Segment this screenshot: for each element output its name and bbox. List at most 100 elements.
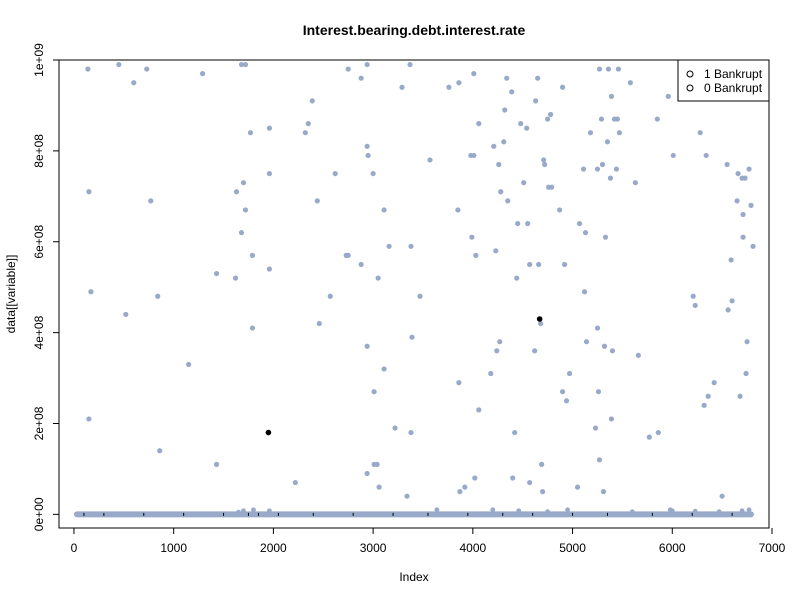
data-point	[607, 175, 614, 181]
data-point	[608, 416, 615, 422]
near-baseline-point	[236, 509, 241, 515]
y-tick-label: 1e+09	[32, 43, 46, 77]
bankrupt-baseline-point	[277, 512, 279, 516]
data-point	[533, 98, 539, 104]
data-point	[608, 93, 615, 99]
data-point	[381, 366, 387, 372]
data-point	[364, 143, 370, 149]
bankrupt-baseline-point	[223, 512, 225, 516]
bankrupt-baseline-point	[247, 512, 249, 516]
data-point	[545, 116, 551, 122]
bankrupt-baseline-point	[691, 512, 693, 516]
data-point	[596, 66, 603, 72]
data-point	[469, 234, 475, 240]
data-point	[615, 66, 622, 72]
bankrupt-baseline-point	[427, 512, 429, 516]
data-point	[750, 243, 756, 249]
data-point	[488, 370, 494, 377]
data-point	[724, 161, 730, 168]
data-point	[505, 198, 511, 204]
data-point	[501, 139, 507, 145]
data-point	[701, 402, 707, 408]
legend-box	[677, 59, 770, 102]
data-point	[247, 130, 254, 136]
bankrupt-baseline-point	[731, 512, 733, 516]
data-point	[635, 352, 641, 358]
data-point	[559, 84, 566, 90]
data-point	[148, 198, 154, 204]
data-point	[601, 343, 608, 349]
data-point	[358, 261, 364, 268]
data-point	[711, 380, 717, 386]
data-point	[365, 152, 371, 159]
data-point	[471, 71, 477, 77]
y-tick-label: 2e+08	[32, 406, 46, 440]
data-point	[719, 493, 725, 499]
data-point	[549, 184, 555, 190]
data-point	[605, 66, 612, 72]
legend-symbol-1	[686, 70, 694, 78]
data-point	[614, 116, 621, 122]
near-baseline-point	[267, 508, 272, 514]
data-point	[462, 484, 468, 490]
data-point	[399, 84, 405, 90]
bankrupt-baseline-point	[606, 512, 608, 516]
data-point	[514, 275, 520, 281]
y-axis: 0e+00 2e+08 4e+08 6e+08 8e+08 1e+09	[32, 43, 59, 531]
data-point	[548, 111, 554, 118]
data-point	[381, 207, 387, 213]
data-point	[456, 80, 462, 86]
bankrupt-baseline-point	[651, 512, 653, 516]
x-tick-label: 7000	[759, 541, 786, 555]
data-point	[654, 116, 660, 122]
data-point	[541, 157, 547, 163]
data-point	[392, 425, 398, 431]
data-point	[491, 143, 497, 149]
x-axis-label: Index	[399, 570, 428, 584]
data-point	[581, 289, 588, 295]
data-point	[266, 170, 273, 177]
data-point	[417, 293, 423, 299]
data-point	[742, 175, 748, 181]
legend-label-1: 1 Bankrupt	[704, 67, 763, 81]
near-baseline-point	[692, 508, 698, 514]
data-point	[576, 220, 583, 227]
bankrupt-point	[265, 429, 272, 436]
data-point	[525, 220, 531, 227]
data-point	[266, 266, 273, 272]
data-point	[242, 207, 249, 213]
data-point	[364, 61, 370, 68]
data-point	[249, 252, 256, 258]
data-point	[358, 75, 364, 81]
points-layer	[73, 61, 756, 518]
data-point	[563, 398, 570, 404]
data-point	[725, 307, 731, 313]
x-tick-label: 1000	[160, 541, 187, 555]
data-point	[594, 166, 601, 172]
legend-label-2: 0 Bankrupt	[704, 81, 763, 95]
data-point	[476, 407, 482, 413]
data-point	[131, 80, 137, 86]
data-point	[309, 98, 315, 104]
data-point	[123, 311, 129, 318]
data-point	[556, 207, 563, 213]
data-point	[446, 84, 452, 90]
data-point	[375, 275, 381, 281]
data-point	[540, 489, 546, 495]
data-point	[609, 348, 616, 354]
data-point	[186, 361, 192, 368]
near-baseline-point	[565, 507, 570, 513]
data-point	[199, 71, 206, 77]
data-point	[587, 130, 594, 136]
bankrupt-baseline-point	[502, 512, 504, 516]
data-point	[233, 189, 240, 195]
data-point	[692, 302, 698, 308]
data-point	[327, 293, 333, 299]
x-tick-label: 5000	[559, 541, 586, 555]
bankrupt-baseline-point	[257, 512, 259, 516]
data-point	[316, 320, 322, 327]
data-point	[493, 248, 499, 254]
data-point	[407, 61, 413, 68]
data-point	[494, 348, 500, 354]
data-point	[498, 189, 504, 195]
